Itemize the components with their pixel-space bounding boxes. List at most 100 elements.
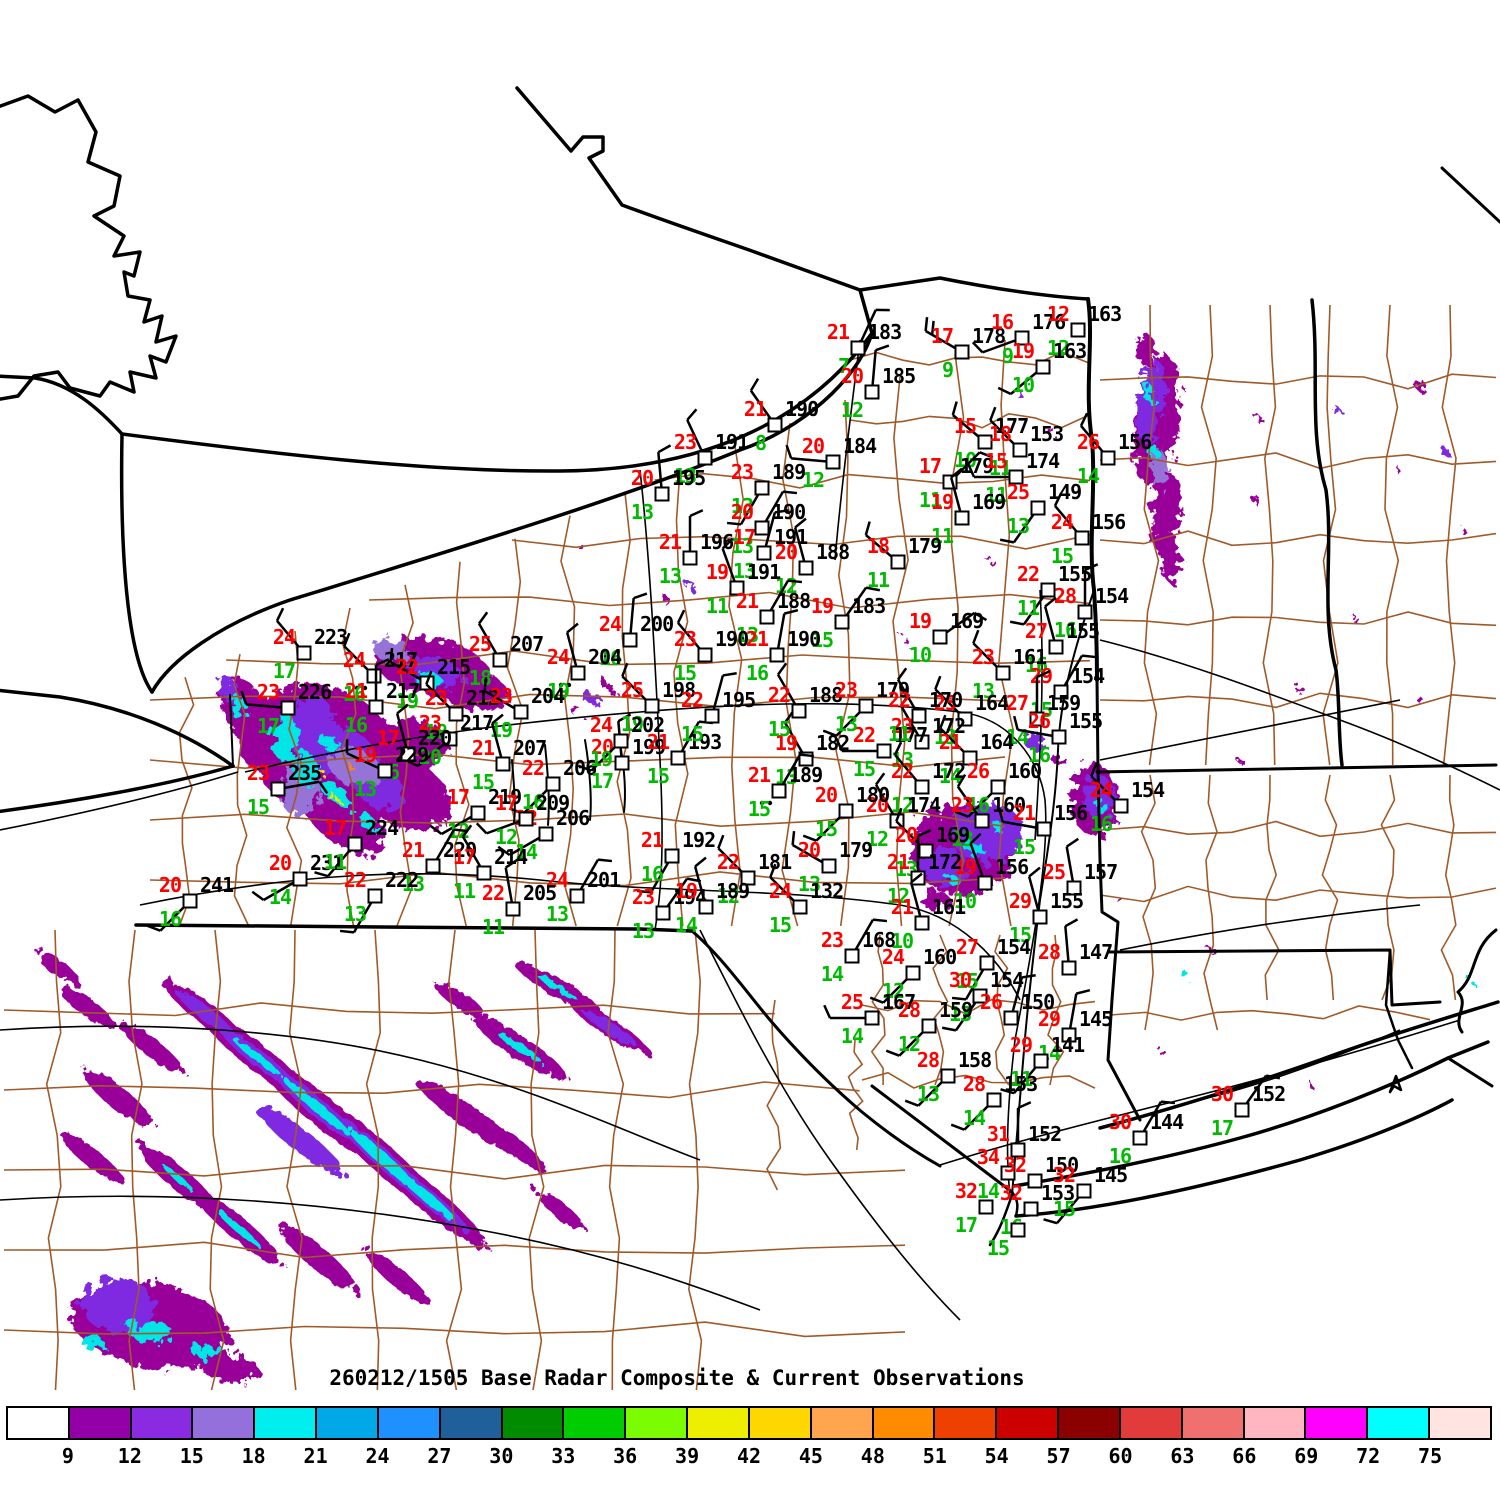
station-marker-icon <box>545 776 561 792</box>
radar-echo <box>1395 467 1401 473</box>
temperature-value: 20 <box>159 873 181 897</box>
county-line <box>870 934 886 1085</box>
wind-barb-tick <box>1017 1101 1032 1110</box>
pressure-value: 192 <box>682 828 715 852</box>
county-line <box>560 515 577 927</box>
pressure-value: 224 <box>365 816 399 840</box>
colorbar-label: 72 <box>1356 1444 1381 1468</box>
pressure-value: 163 <box>1053 339 1086 363</box>
county-line <box>766 999 782 1191</box>
lake-erie-north-shore <box>0 688 235 768</box>
radar-echo <box>61 988 115 1028</box>
radar-echo <box>498 1033 542 1063</box>
temperature-value: 24 <box>1090 778 1113 802</box>
pressure-value: 188 <box>809 683 842 707</box>
station-plot: 22 195 15 <box>681 671 756 746</box>
wind-barb-tick <box>726 521 742 526</box>
county-line <box>1140 774 1157 1031</box>
radar-echo <box>1053 756 1067 766</box>
dewpoint-value: 11 <box>1010 1067 1033 1091</box>
temperature-value: 23 <box>835 678 857 702</box>
station-marker-icon <box>890 554 906 570</box>
colorbar-label: 15 <box>179 1444 204 1468</box>
temperature-value: 21 <box>641 828 664 852</box>
wind-barb-tick <box>566 622 579 634</box>
wind-barb-tick <box>275 607 285 622</box>
station-plot: 28 153 14 <box>950 1072 1038 1131</box>
dewpoint-value: 11 <box>706 594 729 618</box>
dewpoint-value: 13 <box>835 712 857 736</box>
dewpoint-value: 16 <box>343 682 365 706</box>
dewpoint-value: 10 <box>1012 373 1034 397</box>
colorbar-label: 21 <box>303 1444 328 1468</box>
wind-barb-tick <box>954 810 969 818</box>
station-marker-icon <box>492 652 508 668</box>
pressure-value: 195 <box>672 466 705 490</box>
temperature-value: 15 <box>985 449 1007 473</box>
station-plot: 19 156 10 <box>954 832 1029 913</box>
county-line <box>835 400 851 927</box>
wind-barb-tick <box>375 658 390 667</box>
dewpoint-value: 14 <box>515 840 538 864</box>
station-marker-icon <box>182 893 198 909</box>
dewpoint-value: 16 <box>1054 618 1076 642</box>
dewpoint-value: 15 <box>1009 923 1031 947</box>
wind-barb-tick <box>429 824 443 836</box>
pressure-value: 132 <box>810 879 843 903</box>
station-plot: 21 217 16 <box>345 658 420 737</box>
pressure-value: 147 <box>1079 940 1112 964</box>
station-plot: 24 154 16 <box>1090 762 1166 836</box>
wind-barb-tick <box>1090 762 1098 777</box>
wind-barb-tick <box>343 632 351 647</box>
wind-barb-tick <box>769 863 777 878</box>
county-line <box>728 446 745 927</box>
dewpoint-value: 14 <box>963 1106 986 1130</box>
radar-echo <box>434 982 486 1018</box>
pressure-value: 163 <box>1088 302 1121 326</box>
station-plot: 23 160 13 <box>951 773 1026 851</box>
pressure-value: 174 <box>1026 449 1060 473</box>
pressure-value: 190 <box>785 397 818 421</box>
radar-echo <box>230 695 246 719</box>
temperature-value: 23 <box>425 686 447 710</box>
dewpoint-value: 11 <box>931 524 954 548</box>
station-plot: 32 145 15 <box>1043 1163 1128 1225</box>
dewpoint-value: 12 <box>866 827 888 851</box>
station-marker-icon <box>914 915 930 931</box>
station-plot: 20 184 12 <box>785 434 878 492</box>
wind-barb-tick <box>1160 1100 1176 1105</box>
station-marker-icon <box>1036 821 1052 837</box>
station-plot: 25 167 14 <box>823 990 916 1048</box>
pressure-value: 178 <box>972 324 1005 348</box>
pressure-value: 183 <box>868 320 901 344</box>
station-marker-icon <box>513 704 529 720</box>
station-marker-icon <box>1113 798 1129 814</box>
county-line <box>445 929 463 1390</box>
temperature-value: 21 <box>891 895 914 919</box>
dewpoint-value: 14 <box>841 1024 864 1048</box>
county-line <box>3 1002 775 1017</box>
temperature-value: 20 <box>731 500 753 524</box>
dewpoint-value: 14 <box>977 1179 1000 1203</box>
temperature-value: 23 <box>951 793 973 817</box>
dewpoint-value: 15 <box>769 913 791 937</box>
dewpoint-value: 16 <box>599 646 621 670</box>
fog-dots-icon <box>558 682 564 688</box>
county-line <box>3 1164 906 1180</box>
colorbar-cell <box>8 1408 70 1438</box>
county-line <box>178 677 195 927</box>
pressure-value: 145 <box>1094 1163 1127 1187</box>
station-marker-icon <box>977 875 993 891</box>
wind-barb-tick <box>1066 837 1079 848</box>
wind-barb-tick <box>577 764 592 772</box>
colorbar-cell <box>749 1408 812 1438</box>
station-marker-icon <box>1010 1142 1026 1158</box>
wind-barb-tick <box>874 772 886 786</box>
colorbar-label: 48 <box>860 1444 885 1468</box>
dewpoint-value: 13 <box>1007 514 1029 538</box>
station-plot: 19 229 13 <box>345 739 429 801</box>
temperature-value: 23 <box>731 460 753 484</box>
wind-barb-tick <box>864 521 871 536</box>
wind-barb-tick <box>240 690 248 705</box>
